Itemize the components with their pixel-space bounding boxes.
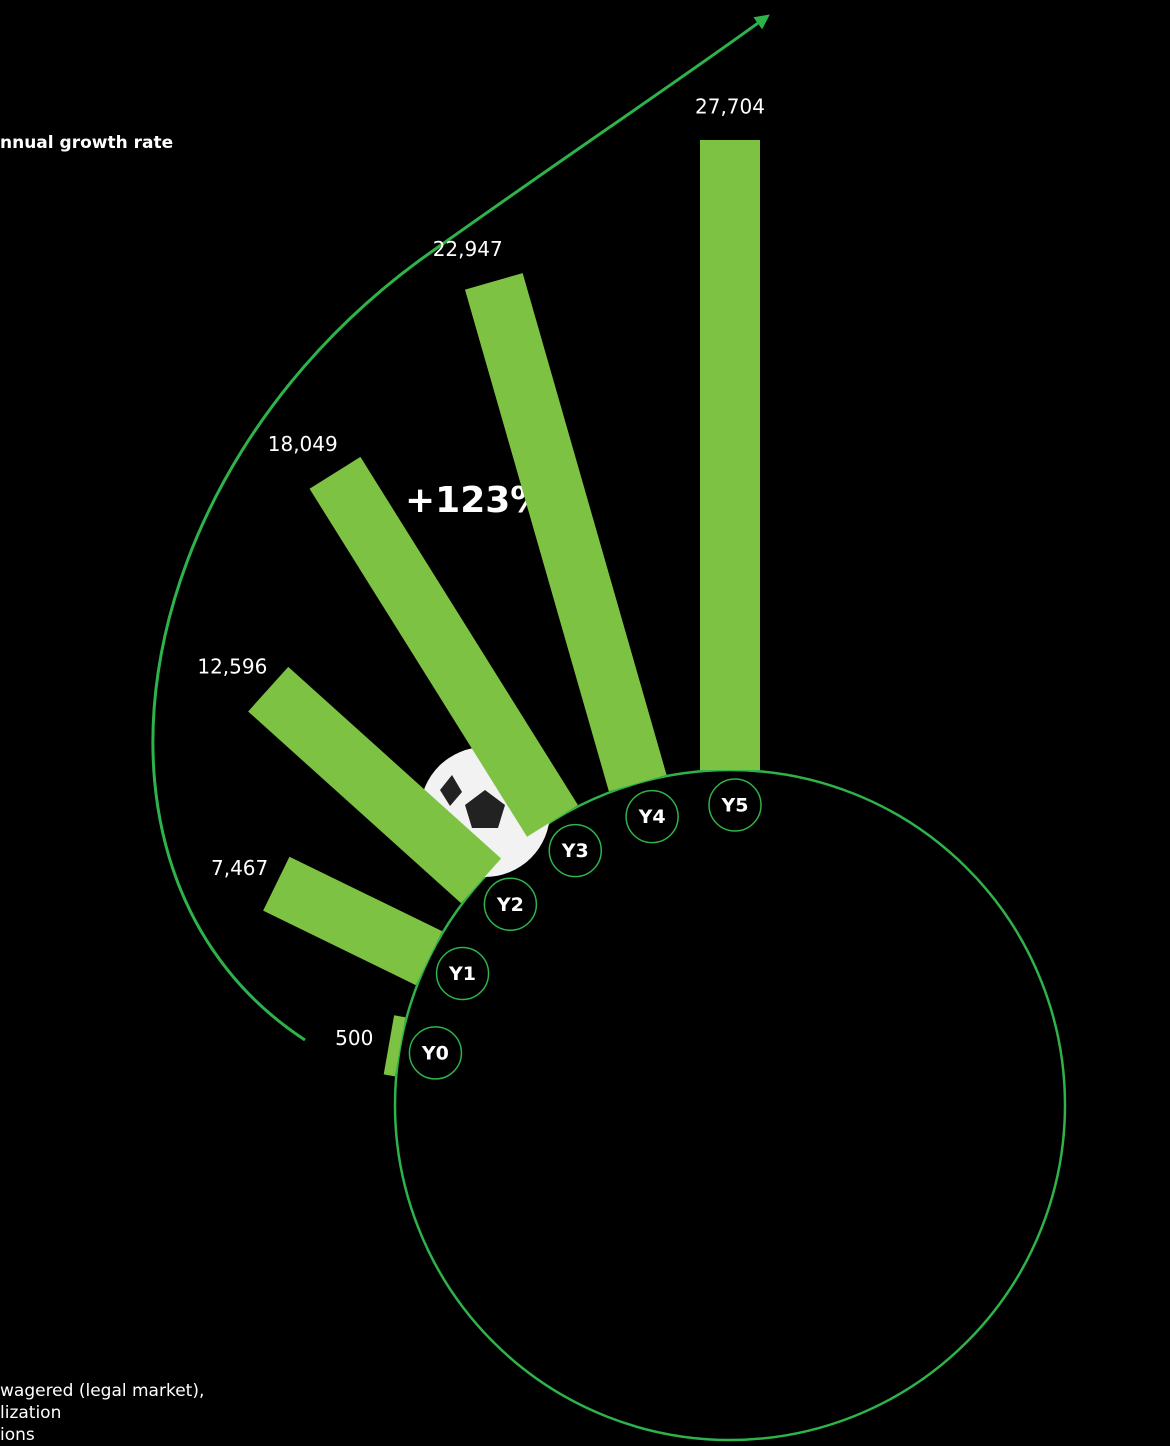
bar	[263, 856, 443, 986]
category-badge	[483, 877, 538, 932]
category-badge	[625, 789, 679, 844]
chart-title: nnual growth rate	[0, 133, 173, 153]
category-label: Y1	[448, 963, 476, 985]
footnote: ions	[0, 1425, 35, 1445]
growth-arrow	[151, 14, 770, 1042]
value-label: 27,704	[695, 95, 765, 119]
value-label: 22,947	[433, 237, 503, 261]
bar	[248, 666, 502, 904]
value-label: 12,596	[197, 654, 267, 678]
category-label: Y3	[561, 840, 589, 862]
category-label: Y4	[638, 806, 666, 828]
category-badge	[435, 946, 490, 1001]
category-badge	[708, 778, 762, 832]
footnote: wagered (legal market),	[0, 1381, 204, 1401]
bar	[464, 273, 667, 792]
value-label: 18,049	[268, 432, 338, 456]
value-label: 500	[335, 1026, 373, 1050]
category-label: Y0	[421, 1042, 449, 1064]
bar	[383, 1015, 406, 1077]
category-label: Y5	[721, 795, 749, 817]
category-badge	[408, 1026, 463, 1080]
bar	[309, 456, 578, 837]
category-label: Y2	[496, 894, 524, 916]
category-badge	[548, 823, 603, 878]
footnote: lization	[0, 1403, 61, 1423]
value-label: 7,467	[211, 856, 268, 880]
bar	[700, 140, 760, 770]
